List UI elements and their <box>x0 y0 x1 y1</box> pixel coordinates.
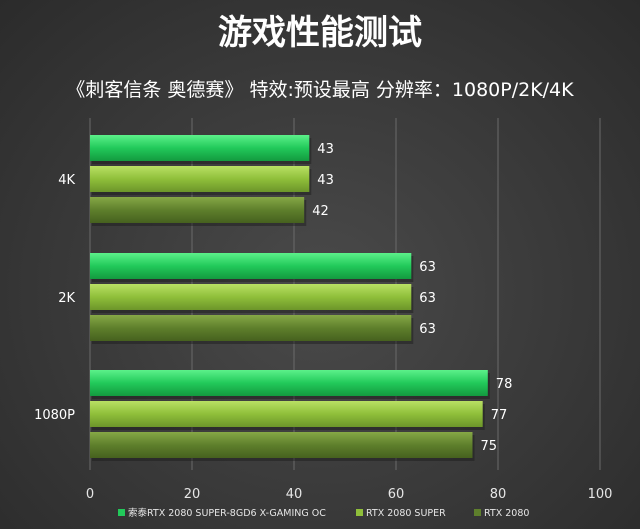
x-axis-ticks: 0 20 40 60 80 100 <box>86 487 613 502</box>
bar-value-label: 77 <box>491 408 508 423</box>
bar-1080P-series-2 <box>90 432 473 458</box>
x-tick-label: 0 <box>86 487 94 502</box>
bar-value-label: 42 <box>312 204 329 219</box>
category-label: 2K <box>58 291 75 306</box>
bar-value-label: 78 <box>496 377 513 392</box>
legend-label: 索泰RTX 2080 SUPER-8GD6 X-GAMING OC <box>128 507 326 519</box>
bar-1080P-series-1 <box>90 401 483 427</box>
bar-value-label: 63 <box>419 291 436 306</box>
x-tick-label: 100 <box>588 487 613 502</box>
x-tick-label: 80 <box>490 487 507 502</box>
legend-label: RTX 2080 <box>484 508 529 519</box>
bar-1080P-series-0 <box>90 370 488 396</box>
legend-label: RTX 2080 SUPER <box>366 508 446 519</box>
bar-2K-series-0 <box>90 253 412 279</box>
chart-title: 游戏性能测试 <box>218 13 422 53</box>
bar-4K-series-2 <box>90 197 305 223</box>
bar-4K-series-0 <box>90 135 310 161</box>
category-labels: 4K 2K 1080P <box>34 173 75 423</box>
bar-2K-series-2 <box>90 315 412 341</box>
legend-swatch <box>118 509 125 516</box>
bars <box>90 135 490 461</box>
value-labels: 43 43 42 63 63 63 78 77 75 <box>312 142 512 454</box>
bar-value-label: 63 <box>419 322 436 337</box>
x-tick-label: 60 <box>388 487 405 502</box>
bar-value-label: 43 <box>317 142 334 157</box>
legend-swatch <box>356 509 363 516</box>
bar-value-label: 75 <box>481 439 498 454</box>
bar-value-label: 63 <box>419 260 436 275</box>
bar-4K-series-1 <box>90 166 310 192</box>
bar-2K-series-1 <box>90 284 412 310</box>
category-label: 4K <box>58 173 75 188</box>
chart-subtitle: 《刺客信条 奥德赛》 特效:预设最高 分辨率：1080P/2K/4K <box>66 79 574 101</box>
x-tick-label: 40 <box>286 487 303 502</box>
bar-value-label: 43 <box>317 173 334 188</box>
legend-swatch <box>474 509 481 516</box>
legend: 索泰RTX 2080 SUPER-8GD6 X-GAMING OC RTX 208… <box>118 507 529 519</box>
category-label: 1080P <box>34 408 75 423</box>
x-tick-label: 20 <box>184 487 201 502</box>
